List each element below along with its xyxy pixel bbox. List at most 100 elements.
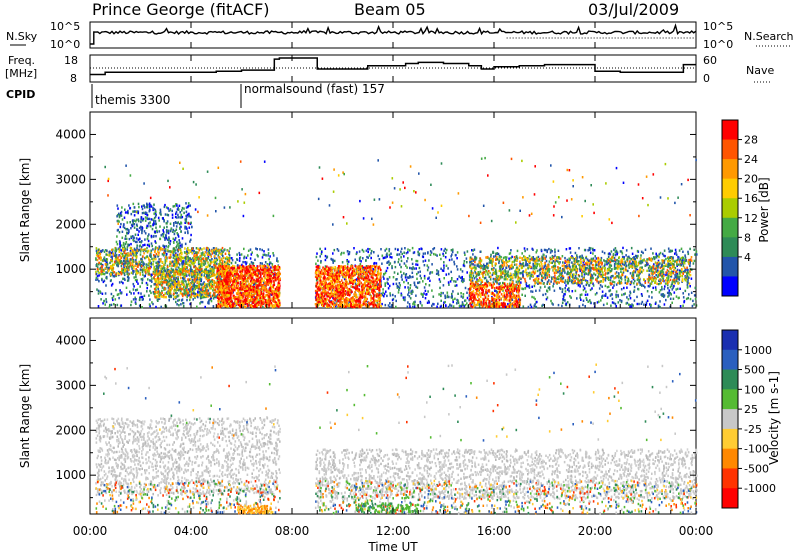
scatter-cell	[98, 249, 100, 251]
scatter-cell	[163, 254, 165, 256]
scatter-cell	[626, 296, 628, 298]
scatter-cell	[99, 268, 101, 270]
scatter-cell	[153, 273, 155, 275]
scatter-cell	[440, 300, 442, 302]
scatter-cell	[428, 259, 430, 261]
scatter-cell	[565, 290, 567, 292]
scatter-cell	[133, 292, 135, 294]
scatter-cell	[612, 301, 614, 303]
scatter-cell	[168, 292, 170, 294]
scatter-cell	[220, 263, 222, 265]
scatter-cell	[168, 283, 170, 285]
scatter-cell	[130, 248, 132, 250]
scatter-cell	[566, 248, 568, 250]
scatter-cell	[575, 252, 577, 254]
scatter-cell	[272, 293, 274, 295]
scatter-cell	[655, 274, 657, 276]
scatter-cell	[213, 280, 215, 282]
scatter-cell	[240, 281, 242, 283]
scatter-cell	[369, 248, 371, 250]
scatter-cell	[447, 292, 449, 294]
scatter-cell	[250, 293, 252, 295]
scatter-cell	[602, 295, 604, 297]
scatter-cell	[694, 294, 696, 296]
scatter-cell	[100, 259, 102, 261]
scatter-cell	[213, 261, 215, 263]
scatter-cell	[383, 295, 385, 297]
scatter-cell	[164, 270, 166, 272]
scatter-cell	[363, 250, 365, 252]
scatter-cell	[647, 290, 649, 292]
scatter-cell	[610, 305, 612, 307]
scatter-cell	[450, 271, 452, 273]
scatter-cell	[203, 270, 205, 272]
scatter-cell	[554, 249, 556, 251]
scatter-cell	[275, 288, 277, 290]
scatter-cell	[148, 294, 150, 296]
scatter-cell	[395, 248, 397, 250]
scatter-cell	[164, 281, 166, 283]
scatter-cell	[110, 273, 112, 275]
scatter-cell	[225, 305, 227, 307]
scatter-cell	[448, 306, 450, 308]
scatter-cell	[247, 297, 249, 299]
scatter-cell	[105, 253, 107, 255]
scatter-cell	[149, 273, 151, 275]
scatter-cell	[693, 249, 695, 251]
scatter-cell	[679, 249, 681, 251]
scatter-cell	[641, 303, 643, 305]
scatter-cell	[615, 305, 617, 307]
scatter-cell	[401, 248, 403, 250]
scatter-cell	[278, 306, 280, 308]
scatter-cell	[124, 252, 126, 254]
scatter-cell	[466, 261, 468, 263]
scatter-cell	[135, 289, 137, 291]
scatter-cell	[132, 257, 134, 259]
scatter-cell	[122, 249, 124, 251]
scatter-cell	[259, 297, 261, 299]
scatter-cell	[652, 252, 654, 254]
scatter-cell	[315, 263, 317, 265]
scatter-cell	[531, 296, 533, 298]
scatter-cell	[585, 294, 587, 296]
scatter-cell	[547, 296, 549, 298]
scatter-cell	[444, 248, 446, 250]
scatter-cell	[115, 273, 117, 275]
scatter-cell	[606, 303, 608, 305]
scatter-cell	[428, 300, 430, 302]
scatter-cell	[682, 292, 684, 294]
scatter-cell	[195, 275, 197, 277]
scatter-cell	[127, 252, 129, 254]
scatter-cell	[508, 258, 510, 260]
scatter-cell	[634, 299, 636, 301]
scatter-cell	[104, 251, 106, 253]
scatter-cell	[534, 298, 536, 300]
scatter-cell	[104, 303, 106, 305]
scatter-cell	[145, 257, 147, 259]
scatter-cell	[440, 268, 442, 270]
scatter-cell	[436, 273, 438, 275]
scatter-cell	[210, 295, 212, 297]
scatter-cell	[170, 295, 172, 297]
scatter-cell	[438, 293, 440, 295]
scatter-cell	[195, 258, 197, 260]
scatter-cell	[213, 273, 215, 275]
scatter-cell	[600, 284, 602, 286]
scatter-cell	[443, 277, 445, 279]
scatter-cell	[461, 295, 463, 297]
scatter-cell	[440, 306, 442, 308]
scatter-cell	[139, 299, 141, 301]
scatter-cell	[360, 263, 362, 265]
scatter-cell	[130, 252, 132, 254]
scatter-cell	[419, 271, 421, 273]
scatter-cell	[146, 287, 148, 289]
scatter-cell	[243, 293, 245, 295]
scatter-cell	[97, 259, 99, 261]
scatter-cell	[391, 256, 393, 258]
scatter-cell	[180, 273, 182, 275]
scatter-cell	[248, 250, 250, 252]
scatter-cell	[212, 266, 214, 268]
scatter-cell	[211, 300, 213, 302]
scatter-cell	[641, 284, 643, 286]
